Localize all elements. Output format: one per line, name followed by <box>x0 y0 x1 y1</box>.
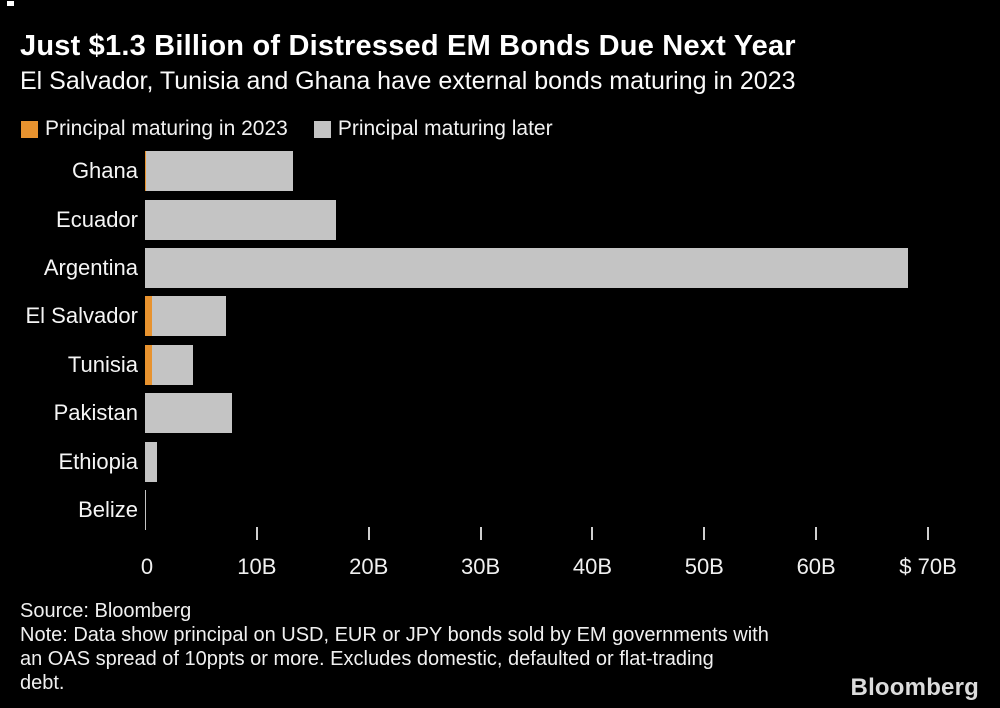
bar-segment-2023 <box>145 151 147 192</box>
axis-tick <box>591 527 594 540</box>
chart-subtitle: El Salvador, Tunisia and Ghana have exte… <box>20 67 796 95</box>
axis-tick-label: 60B <box>796 554 836 579</box>
axis-tick-label: 30B <box>460 554 501 579</box>
bar-track <box>145 247 1000 288</box>
chart-row-pakistan: Pakistan <box>0 389 1000 437</box>
chart-row-ecuador: Ecuador <box>0 195 1000 243</box>
legend: Principal maturing in 2023 Principal mat… <box>21 117 553 141</box>
category-label: Ecuador <box>56 206 138 232</box>
axis-tick-label: 50B <box>684 554 724 579</box>
chart-row-tunisia: Tunisia <box>0 341 1000 389</box>
bar-segment-later <box>151 296 226 337</box>
bar-track <box>145 489 1000 530</box>
axis-tick-label: 10B <box>237 554 277 579</box>
bar-track <box>145 344 1000 385</box>
chart-row-el-salvador: El Salvador <box>0 292 1000 340</box>
axis-tick <box>703 527 706 540</box>
legend-swatch-orange <box>21 120 38 138</box>
axis-tick <box>367 527 370 540</box>
bar-track <box>145 151 1000 192</box>
category-label: Argentina <box>43 254 138 280</box>
bar-chart-rows: Ghana Ecuador Argentina El Salvador Tunisia P… <box>0 147 1000 534</box>
bar-track <box>145 296 1000 337</box>
category-label: Ghana <box>71 158 138 184</box>
axis-tick <box>927 527 929 540</box>
chart-row-belize: Belize <box>0 486 1000 534</box>
category-label: Ethiopia <box>58 448 138 474</box>
axis-tick-label: 40B <box>572 554 612 579</box>
screen-artifact-dot <box>7 1 14 6</box>
axis-tick-label: 20B <box>349 554 389 579</box>
chart-row-ethiopia: Ethiopia <box>0 437 1000 485</box>
axis-tick <box>815 527 818 540</box>
legend-swatch-gray <box>313 120 331 138</box>
note-line-3: debt. <box>20 672 65 694</box>
bar-segment-2023 <box>145 344 152 385</box>
legend-item-maturing-2023: Principal maturing in 2023 <box>21 117 288 141</box>
bar-segment-later <box>146 151 293 192</box>
axis-tick-label: $ 70B <box>899 554 957 579</box>
bar-track <box>145 441 1000 482</box>
axis-tick <box>255 527 258 540</box>
legend-item-maturing-later: Principal maturing later <box>313 117 553 141</box>
category-label: El Salvador <box>25 303 138 329</box>
bar-track <box>145 199 1000 240</box>
bar-segment-later <box>145 489 146 530</box>
bar-segment-later <box>145 199 337 240</box>
category-label: Pakistan <box>53 400 138 426</box>
bloomberg-logo: Bloomberg <box>850 674 979 701</box>
chart-footer: Source: Bloomberg Note: Data show princi… <box>20 599 769 695</box>
note-line-1: Note: Data show principal on USD, EUR or… <box>20 624 769 646</box>
chart-title: Just $1.3 Billion of Distressed EM Bonds… <box>20 30 796 62</box>
category-label: Belize <box>78 496 138 522</box>
bar-segment-later <box>145 393 233 434</box>
bar-segment-later <box>151 344 194 385</box>
x-axis: 0 10B 20B 30B 40B 50B 60B $ 70B <box>0 527 1000 582</box>
bar-segment-2023 <box>145 296 152 337</box>
axis-tick-label: 0 <box>140 554 154 579</box>
bar-track <box>145 393 1000 434</box>
bar-segment-later <box>145 441 158 482</box>
bar-segment-later <box>145 247 908 288</box>
axis-tick <box>479 527 482 540</box>
source-line: Source: Bloomberg <box>20 600 192 622</box>
legend-label-maturing-later: Principal maturing later <box>337 117 553 140</box>
category-label: Tunisia <box>67 351 138 377</box>
chart-row-argentina: Argentina <box>0 244 1000 292</box>
legend-label-maturing-2023: Principal maturing in 2023 <box>45 117 288 140</box>
chart-row-ghana: Ghana <box>0 147 1000 195</box>
note-line-2: an OAS spread of 10ppts or more. Exclude… <box>20 648 714 670</box>
